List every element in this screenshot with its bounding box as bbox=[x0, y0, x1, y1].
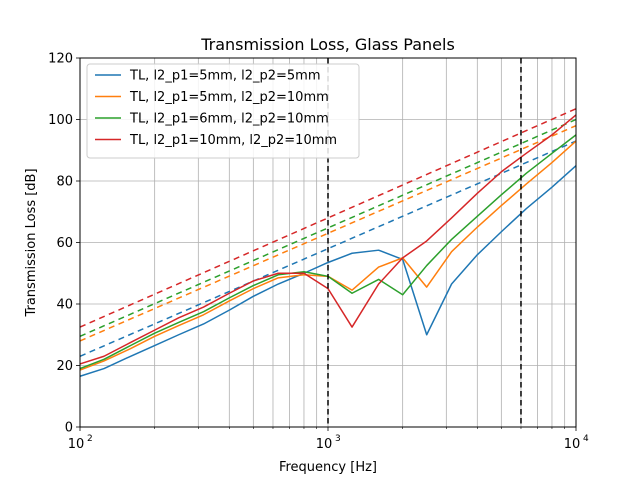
dashed-reference-lines bbox=[79, 108, 577, 357]
x-tick-label-exponent: 2 bbox=[87, 434, 93, 444]
y-tick-label: 120 bbox=[48, 52, 73, 67]
series-1-line bbox=[79, 165, 577, 377]
y-tick-label: 100 bbox=[48, 113, 73, 128]
y-axis-label: Transmission Loss [dB] bbox=[24, 168, 39, 317]
x-tick-label: 10 bbox=[316, 437, 333, 452]
y-tick-label: 60 bbox=[56, 236, 73, 251]
x-axis-label: Frequency [Hz] bbox=[279, 460, 377, 475]
y-tick-label: 20 bbox=[56, 359, 73, 374]
y-tick-label: 80 bbox=[56, 175, 73, 190]
vertical-markers bbox=[327, 58, 522, 427]
legend-label-series-3: TL, l2_p1=6mm, l2_p2=10mm bbox=[129, 112, 329, 127]
chart-title: Transmission Loss, Glass Panels bbox=[200, 35, 455, 54]
y-tick-label: 0 bbox=[65, 421, 73, 436]
y-tick-label: 40 bbox=[56, 298, 73, 313]
legend: TL, l2_p1=5mm, l2_p2=5mm TL, l2_p1=5mm, l… bbox=[86, 63, 360, 159]
series-4-dashed-line bbox=[79, 108, 577, 328]
legend-label-series-4: TL, l2_p1=10mm, l2_p2=10mm bbox=[129, 133, 337, 148]
x-tick-label: 10 bbox=[564, 437, 581, 452]
x-tick-label-exponent: 4 bbox=[583, 434, 589, 444]
series-4-line bbox=[79, 114, 577, 365]
legend-label-series-2: TL, l2_p1=5mm, l2_p2=10mm bbox=[129, 90, 329, 105]
x-tick-label: 10 bbox=[68, 437, 85, 452]
legend-box bbox=[86, 63, 360, 159]
legend-label-series-1: TL, l2_p1=5mm, l2_p2=5mm bbox=[129, 69, 321, 84]
x-tick-label-exponent: 3 bbox=[335, 434, 341, 444]
